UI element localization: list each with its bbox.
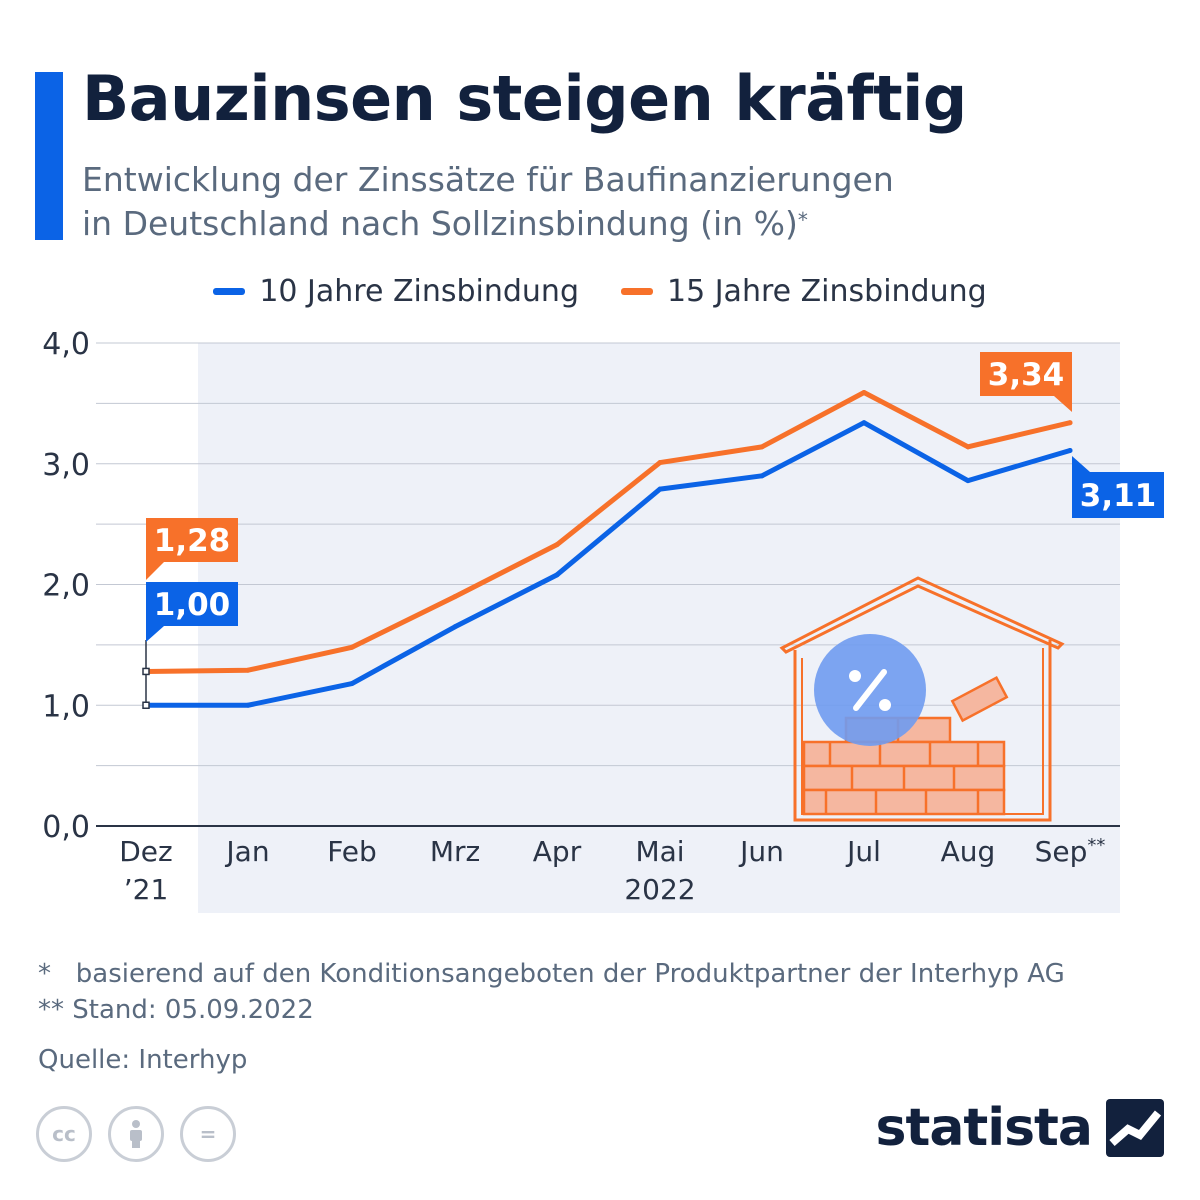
callout-end-15-text: 3,34 [988,357,1065,393]
callout-start-10-text: 1,00 [154,587,231,623]
plot-background [198,343,1120,913]
data-point [657,486,663,492]
statista-logo-text: statista [875,1098,1093,1158]
nd-equals-icon[interactable]: = [180,1106,236,1162]
callout-start-15-tail [146,562,164,580]
chart-legend: 10 Jahre Zinsbindung 15 Jahre Zinsbindun… [0,274,1200,309]
footnote-2: ** Stand: 05.09.2022 [38,995,314,1025]
callout-end-10-text: 3,11 [1080,478,1157,514]
data-point [349,644,355,650]
callout-start-15-text: 1,28 [154,523,231,559]
y-tick-label: 1,0 [42,689,90,724]
start-marker-square [142,701,150,709]
data-point [349,681,355,687]
title-accent-bar [35,72,63,240]
y-tick-label: 0,0 [42,810,90,845]
callout-end-15-box [980,352,1072,396]
callout-start-15: 1,28 [146,518,238,580]
data-point [554,542,560,548]
callout-start-10: 1,00 [146,582,238,642]
by-person-icon[interactable] [108,1106,164,1162]
subtitle-line-2: in Deutschland nach Sollzinsbindung (in … [82,202,894,246]
license-icons: cc = [36,1106,236,1162]
legend-swatch-blue [213,288,246,295]
data-point [861,420,867,426]
data-point [759,473,765,479]
line-chart: 0,0 1,0 2,0 3,0 4,0 Dez ’21 Jan Feb Mrz Apr Mai Jun J… [42,327,1164,913]
subtitle-line-1: Entwicklung der Zinssätze für Baufinanzi… [82,160,894,199]
data-point [452,624,458,630]
data-point [657,460,663,466]
callout-end-15-tail [1054,396,1072,412]
footnote-1-mark: * [38,959,51,989]
chart-title: Bauzinsen steigen kräftig [82,62,967,135]
data-point [759,444,765,450]
callout-end-10-box [1072,472,1164,518]
footnote-1: * basierend auf den Konditionsangeboten … [38,956,1065,992]
subtitle-footnote-mark: * [797,208,808,232]
footnotes: * basierend auf den Konditionsangeboten … [38,956,1065,1078]
callout-end-10: 3,11 [1072,456,1164,518]
data-point [965,444,971,450]
data-point [861,390,867,396]
start-marker-square [142,667,150,676]
callout-start-15-box [146,518,238,562]
year-label: 2022 [624,873,695,906]
chart-subtitle: Entwicklung der Zinssätze für Baufinanzi… [82,158,894,246]
series-line-10-jahre [143,420,1073,708]
x-tick-label: Jan [224,835,269,868]
statista-logo[interactable]: statista [876,1098,1164,1158]
x-tick-label: Feb [327,835,377,868]
subtitle-line-2-text: in Deutschland nach Sollzinsbindung (in … [82,204,798,243]
x-tick-label: Dez [119,835,172,868]
y-tick-label: 3,0 [42,448,90,483]
data-point [1067,420,1073,426]
data-point [452,594,458,600]
statista-logo-icon [1106,1099,1164,1157]
y-tick-label: 4,0 [42,327,90,362]
cc-icon[interactable]: cc [36,1106,92,1162]
legend-swatch-orange [621,288,653,295]
callout-start-10-tail [146,626,164,642]
x-tick-label-line2: ’21 [124,873,169,906]
legend-label-10-jahre: 10 Jahre Zinsbindung [259,274,579,309]
x-tick-label: Mai [635,835,684,868]
callout-end-10-tail [1072,456,1090,472]
data-point [245,702,251,708]
house-bricks-illustration [779,576,1065,822]
x-tick-label: Aug [941,835,996,868]
footnote-1-text: basierend auf den Konditionsangeboten de… [75,959,1065,989]
x-tick-label: Jul [845,835,881,868]
percent-badge-icon [814,634,926,746]
data-point [245,667,251,673]
x-tick-label: Apr [533,835,582,868]
x-tick-label: Mrz [430,835,480,868]
loose-brick-icon [950,675,1009,723]
data-point [554,572,560,578]
callout-start-10-box [146,582,238,626]
y-tick-label: 2,0 [42,569,90,604]
source-note: Quelle: Interhyp [38,1045,248,1075]
series-line-15-jahre [143,390,1073,674]
legend-item-15-jahre: 15 Jahre Zinsbindung [621,274,987,309]
callout-end-15: 3,34 [980,352,1072,412]
x-tick-label: Jun [738,835,784,868]
data-point [1067,447,1073,453]
data-point [965,478,971,484]
legend-label-15-jahre: 15 Jahre Zinsbindung [667,274,987,309]
legend-item-10-jahre: 10 Jahre Zinsbindung [213,274,579,309]
